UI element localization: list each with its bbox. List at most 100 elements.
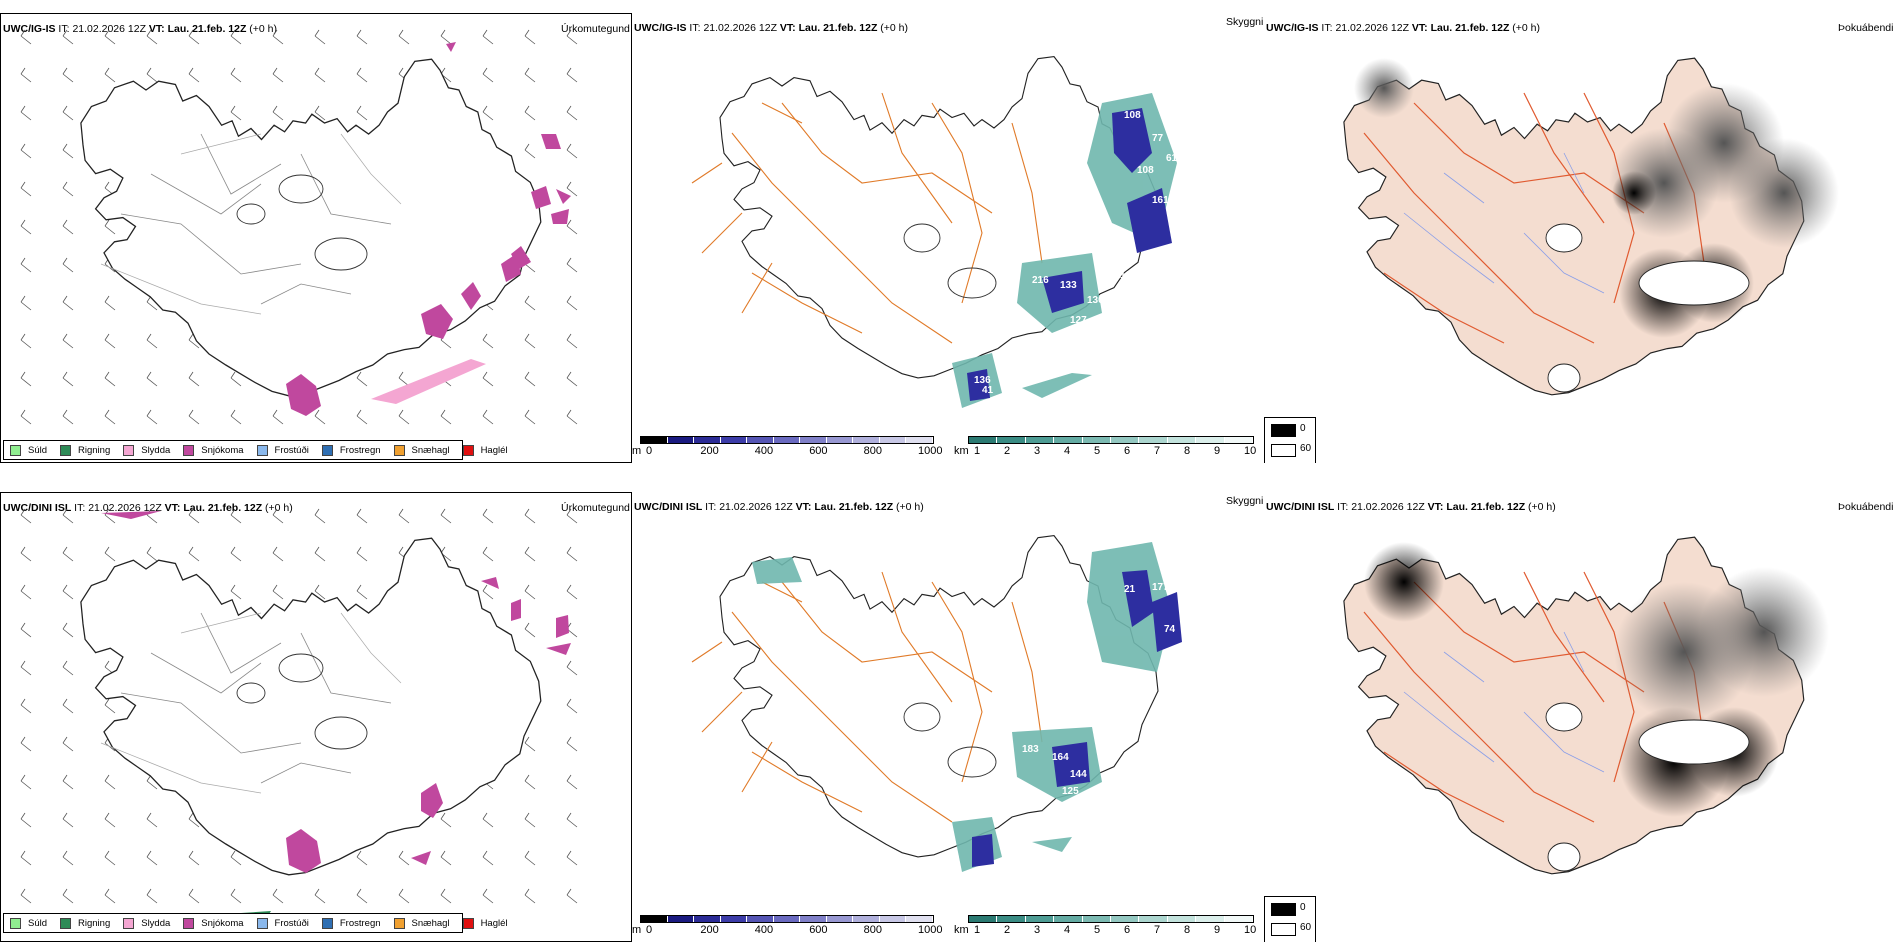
colorbar-segment <box>826 916 854 922</box>
precip-legend: Súld Rigning Slydda Snjókoma Frostúði Frostre… <box>3 440 508 460</box>
wind-barb <box>440 29 452 45</box>
wind-barb <box>62 736 74 752</box>
colorbar-segment <box>997 916 1026 922</box>
colorbar-tick-label: 10 <box>1244 445 1257 457</box>
wind-barb <box>566 508 578 524</box>
wind-barb <box>482 888 494 904</box>
fog-legend: 0 60 <box>1264 896 1316 942</box>
panel-title: Skyggni <box>1226 16 1264 28</box>
precip-legend-label: Snjókoma <box>201 444 244 456</box>
colorbar-segment <box>1139 437 1168 443</box>
wind-barb <box>356 850 368 866</box>
precip-legend-label: Snjókoma <box>201 917 244 929</box>
colorbar-segment <box>969 437 998 443</box>
colorbar-tick-label: 200 <box>700 445 719 457</box>
precip-legend-swatch <box>123 444 135 456</box>
wind-barb <box>272 508 284 524</box>
fog-panel-row2: UWC/DINI ISL IT: 21.02.2026 12Z VT: Lau.… <box>1264 492 1900 942</box>
wind-barb <box>62 546 74 562</box>
colorbar-tick-label: 6 <box>1124 445 1131 457</box>
wind-barb <box>482 584 494 600</box>
wind-barb <box>146 29 158 45</box>
wind-barb <box>482 508 494 524</box>
precip-legend-swatch <box>462 444 474 456</box>
precip-legend-item: Haglél <box>462 444 508 456</box>
precip-legend-swatch <box>123 917 135 929</box>
wind-barb <box>566 257 578 273</box>
precip-legend-item: Frostúði <box>256 917 309 929</box>
colorbar-segment <box>906 437 934 443</box>
wind-barb <box>20 736 32 752</box>
wind-barb <box>20 105 32 121</box>
visibility-panel-row1: UWC/IG-IS IT: 21.02.2026 12Z VT: Lau. 21… <box>632 13 1264 463</box>
wind-barb <box>20 812 32 828</box>
panel-title: Þokuábendi <box>1838 501 1894 513</box>
visibility-value: 177 <box>1152 582 1169 593</box>
colorbar-tick-label: 7 <box>1154 445 1161 457</box>
panel-header: UWC/IG-IS IT: 21.02.2026 12Z VT: Lau. 21… <box>3 23 278 35</box>
wind-barb <box>146 888 158 904</box>
fog-map <box>1343 57 1839 396</box>
colorbar-segment <box>879 437 907 443</box>
fog-swatch-0 <box>1271 424 1296 437</box>
wind-barb <box>20 219 32 235</box>
wind-barb <box>482 371 494 387</box>
colorbar-tick-label: 0 <box>646 924 653 936</box>
colorbar-segment <box>641 916 668 922</box>
precip-legend-swatch <box>321 917 333 929</box>
wind-barb <box>104 219 116 235</box>
wind-barb <box>524 508 536 524</box>
wind-barb <box>20 584 32 600</box>
precip-legend-item: Frostúði <box>256 444 309 456</box>
wind-barb <box>524 736 536 752</box>
wind-barb <box>104 67 116 83</box>
wind-barb <box>566 295 578 311</box>
visibility-value: 74 <box>1164 624 1176 635</box>
colorbar-segment <box>1196 437 1225 443</box>
wind-barb <box>314 29 326 45</box>
precip-legend-swatch <box>321 444 333 456</box>
visibility-value: 127 <box>1070 315 1087 326</box>
panel-title: Úrkomutegund <box>561 23 630 35</box>
wind-barb <box>20 181 32 197</box>
wind-barb <box>524 812 536 828</box>
wind-barb <box>230 888 242 904</box>
wind-barb <box>566 698 578 714</box>
wind-barb <box>230 584 242 600</box>
colorbar-tick-label: 6 <box>1124 924 1131 936</box>
wind-barb <box>188 371 200 387</box>
colorbar-tick-label: 1000 <box>918 445 943 457</box>
panel-header: UWC/DINI ISL IT: 21.02.2026 12Z VT: Lau.… <box>3 502 293 514</box>
wind-barb <box>272 888 284 904</box>
wind-barb <box>482 546 494 562</box>
wind-barb <box>566 812 578 828</box>
colorbar-tick-label: 0 <box>646 445 653 457</box>
panel-header: UWC/DINI ISL IT: 21.02.2026 12Z VT: Lau.… <box>634 501 924 513</box>
visibility-panel-row2: UWC/DINI ISL IT: 21.02.2026 12Z VT: Lau.… <box>632 492 1264 942</box>
wind-barb <box>566 736 578 752</box>
vis-unit: km <box>954 445 969 457</box>
wind-barb <box>62 29 74 45</box>
precip-legend-item: Rigning <box>60 444 110 456</box>
wind-barb <box>20 409 32 425</box>
colorbar-segment <box>720 437 748 443</box>
colorbar-segment <box>773 437 801 443</box>
wind-barb <box>188 546 200 562</box>
precip-legend-item: Slydda <box>123 917 170 929</box>
wind-barb <box>272 67 284 83</box>
precip-legend-swatch <box>183 917 195 929</box>
wind-barb <box>566 219 578 235</box>
height-colorbar-bar <box>640 915 934 923</box>
precip-legend-swatch <box>10 917 21 929</box>
wind-barb <box>482 67 494 83</box>
precip-legend-item: Frostregn <box>321 917 381 929</box>
precip-legend-swatch <box>393 444 405 456</box>
wind-barb <box>566 546 578 562</box>
wind-barb <box>524 371 536 387</box>
fog-panel-row1: UWC/IG-IS IT: 21.02.2026 12Z VT: Lau. 21… <box>1264 13 1900 463</box>
wind-barb <box>20 508 32 524</box>
colorbar-tick-label: 3 <box>1034 445 1041 457</box>
visibility-value: 164 <box>1052 752 1069 763</box>
